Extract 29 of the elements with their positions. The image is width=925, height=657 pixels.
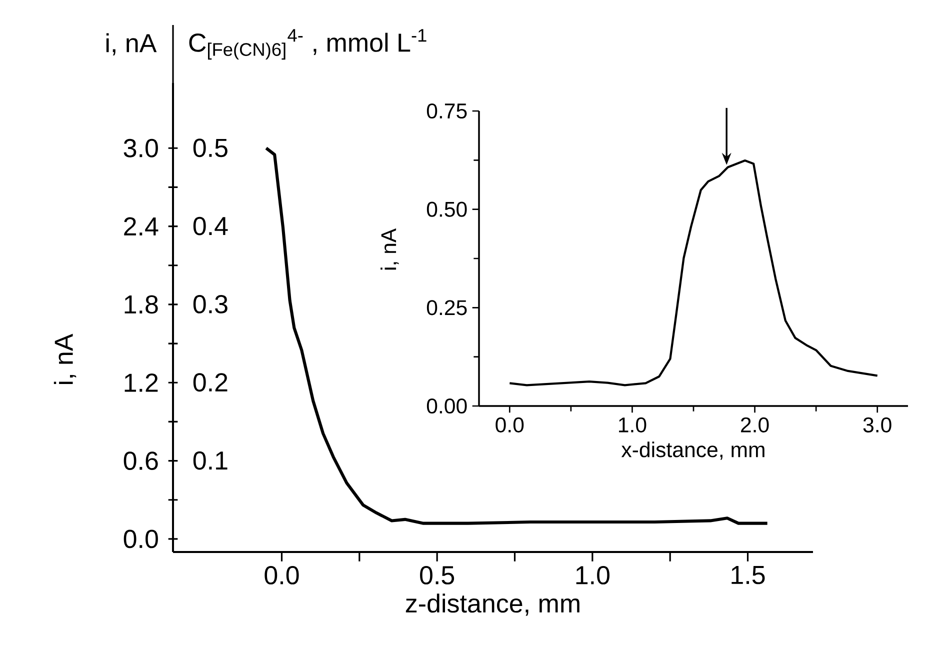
y-tick-label: 1.8 <box>124 295 158 314</box>
y-tick-label: 0.6 <box>124 452 158 470</box>
y-axis-title: i, nA <box>380 228 399 270</box>
y-tick-label: 3.0 <box>124 138 158 158</box>
x-tick-label: 2.0 <box>741 417 769 432</box>
y-axis-title: i, nA <box>54 334 76 384</box>
x-tick-label: 1.0 <box>619 417 646 432</box>
y-tick-label: 0.00 <box>426 398 467 414</box>
y-tick-label: 0.50 <box>426 202 467 217</box>
x-tick-label: 3.0 <box>863 417 892 432</box>
y-tick-label: 0.75 <box>426 103 467 119</box>
y-tick-label: 0.25 <box>426 300 467 316</box>
y2-tick-label: 0.4 <box>193 216 228 236</box>
x-tick-label: 1.0 <box>576 566 610 584</box>
y-tick-label: 0.0 <box>124 530 158 548</box>
x-tick-label: 0.0 <box>496 417 524 432</box>
text: i, nA <box>106 33 157 56</box>
y2-tick-label: 0.1 <box>193 451 228 470</box>
y2-tick-label: 0.5 <box>193 138 228 158</box>
x-tick-label: 1.5 <box>732 566 765 584</box>
x-tick-label: 0.5 <box>420 566 454 584</box>
x-tick-label: 0.0 <box>264 566 299 584</box>
x-axis-title: z-distance, mm <box>406 594 580 616</box>
y-tick-label: 1.2 <box>124 374 158 392</box>
x-axis-title: x-distance, mm <box>621 442 764 460</box>
y2-tick-label: 0.3 <box>193 295 228 314</box>
y2-axis-title: C$_{[Fe(CN)6]}$$^{4-}$ , mmol L$^{-1}$ <box>189 29 426 60</box>
y-tick-label: 2.4 <box>124 217 158 236</box>
y2-tick-label: 0.2 <box>193 373 228 392</box>
